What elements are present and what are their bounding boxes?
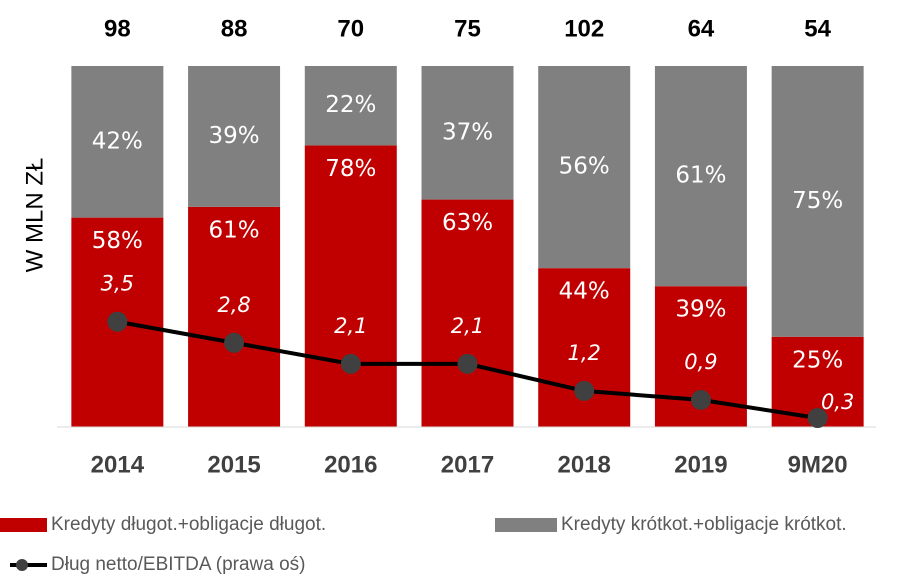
x-tick-label: 2015	[207, 451, 260, 478]
line-value-label: 0,3	[821, 390, 854, 414]
bar-segment	[654, 66, 747, 287]
bar-value-label: 39%	[209, 123, 260, 149]
line-marker	[574, 380, 595, 401]
line-value-label: 1,2	[568, 341, 601, 365]
bar-value-label: 61%	[209, 217, 260, 243]
bar-value-label: 25%	[792, 347, 843, 373]
legend-marker	[16, 559, 28, 571]
bar-value-label: 37%	[442, 119, 493, 145]
bar-value-label: 78%	[325, 156, 376, 182]
bar-segment	[771, 66, 864, 337]
total-label: 64	[688, 15, 715, 42]
x-tick-label: 2018	[558, 451, 611, 478]
line-marker	[107, 311, 128, 332]
legend-swatch	[0, 518, 47, 532]
total-label: 75	[454, 15, 481, 42]
bar-value-label: 63%	[442, 210, 493, 236]
line-marker	[224, 332, 245, 353]
bar-value-label: 44%	[559, 279, 610, 305]
legend-label: Dług netto/EBITDA (prawa oś)	[51, 554, 306, 575]
x-tick-label: 2017	[441, 451, 494, 478]
line-marker	[340, 353, 361, 374]
line-value-label: 0,9	[684, 350, 717, 374]
bar-segment	[188, 66, 281, 207]
legend-label: Kredyty długot.+obligacje długot.	[51, 514, 326, 535]
bar-segment	[538, 66, 631, 269]
line-value-label: 2,1	[451, 314, 484, 338]
bar-segment	[188, 206, 281, 427]
y-axis-label: W MLN ZŁ	[21, 158, 48, 273]
x-tick-label: 2016	[324, 451, 377, 478]
total-label: 88	[221, 15, 248, 42]
bar-value-label: 39%	[675, 297, 726, 323]
total-label: 70	[337, 15, 364, 42]
x-tick-label: 9M20	[788, 451, 848, 478]
total-label: 54	[804, 15, 831, 42]
bar-value-label: 22%	[325, 92, 376, 118]
bar-value-label: 58%	[92, 228, 143, 254]
line-marker	[457, 353, 478, 374]
legend-label: Kredyty krótkot.+obligacje krótkot.	[561, 514, 847, 535]
line-value-label: 2,8	[217, 293, 250, 317]
bar-value-label: 61%	[675, 163, 726, 189]
bar-segment	[421, 199, 514, 427]
x-tick-label: 2019	[674, 451, 727, 478]
total-label: 102	[564, 15, 604, 42]
legend-swatch	[495, 518, 557, 532]
bar-segment	[71, 66, 164, 218]
bar-segment	[304, 145, 397, 428]
bar-value-label: 56%	[559, 154, 610, 180]
bar-segment	[304, 66, 397, 146]
bar-value-label: 75%	[792, 188, 843, 214]
bar-value-label: 42%	[92, 128, 143, 154]
line-value-label: 3,5	[101, 272, 134, 296]
bar-segment	[421, 66, 514, 200]
x-tick-label: 2014	[91, 451, 145, 478]
line-value-label: 2,1	[334, 314, 367, 338]
line-marker	[807, 407, 828, 428]
line-marker	[690, 389, 711, 410]
total-label: 98	[104, 15, 131, 42]
